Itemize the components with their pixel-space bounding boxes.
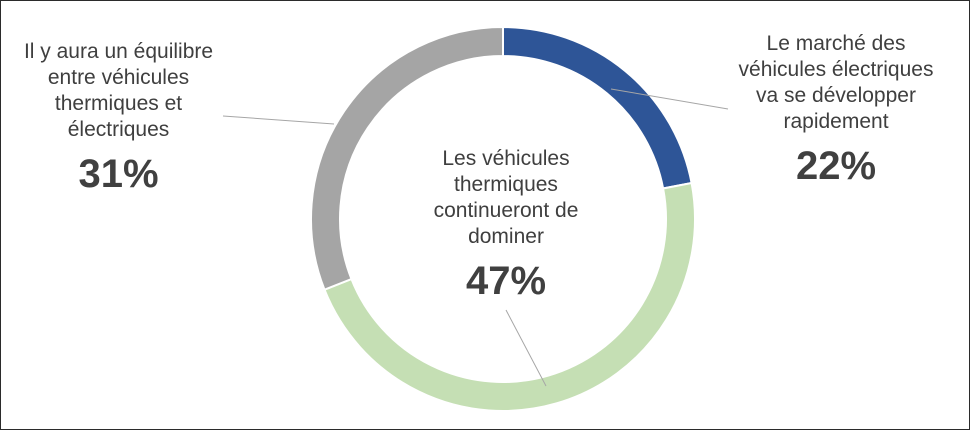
data-label-balance-percent: 31% — [78, 152, 159, 196]
data-label-thermal-percent: 47% — [465, 259, 547, 303]
data-label-thermal-text: Les véhicules thermiques continueront de… — [433, 147, 579, 248]
data-label-thermal: Les véhicules thermiques continueront de… — [396, 146, 616, 304]
data-label-electric-text: Le marché des véhicules électriques va s… — [738, 32, 934, 133]
leader-line-thermal — [505, 309, 547, 387]
data-label-balance-text: Il y aura un équilibre entre véhicules t… — [23, 40, 214, 141]
slice-balance — [310, 25, 504, 291]
leader-line-balance — [222, 115, 335, 125]
data-label-electric-percent: 22% — [795, 144, 877, 188]
leader-line-electric — [610, 88, 729, 110]
data-label-balance: Il y aura un équilibre entre véhicules t… — [6, 39, 231, 197]
data-label-electric: Le marché des véhicules électriques va s… — [716, 31, 956, 189]
